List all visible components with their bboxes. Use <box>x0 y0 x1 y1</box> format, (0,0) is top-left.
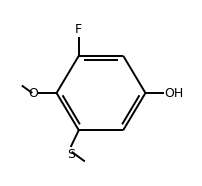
Text: F: F <box>75 23 82 36</box>
Text: OH: OH <box>164 86 183 100</box>
Text: S: S <box>67 148 75 161</box>
Text: O: O <box>28 86 38 100</box>
